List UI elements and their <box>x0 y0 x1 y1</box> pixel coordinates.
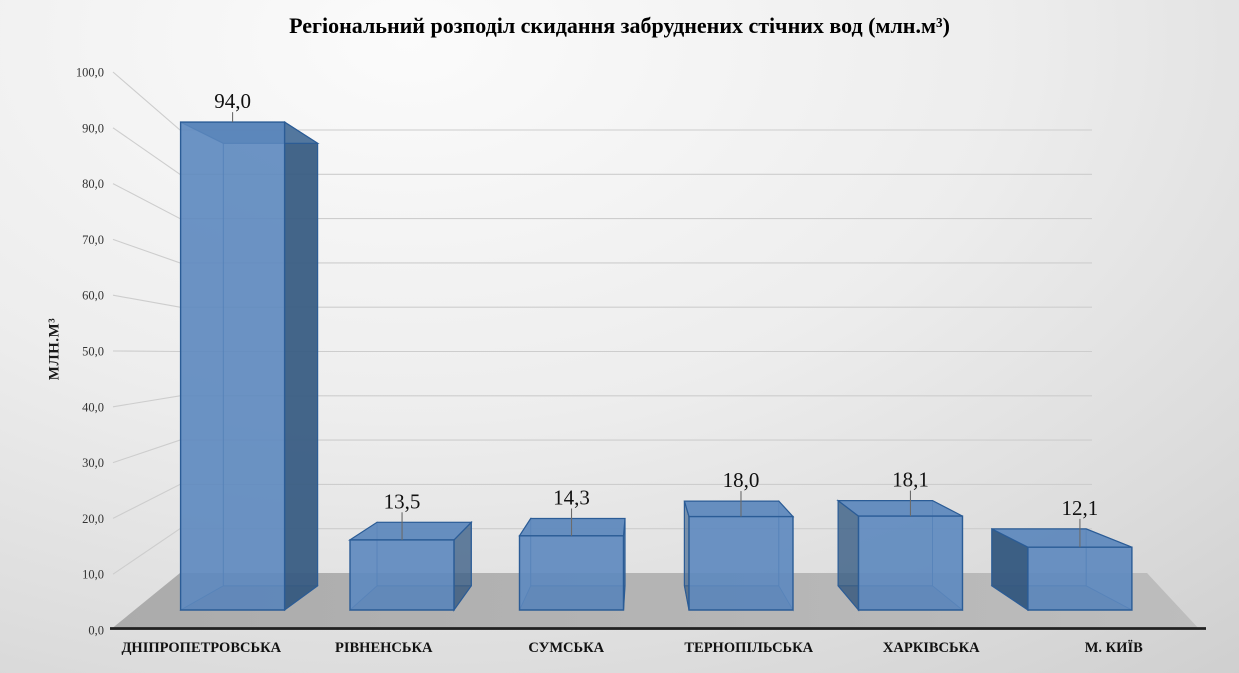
bar-front-face <box>1027 546 1133 611</box>
y-tick-label: 30,0 <box>82 456 104 470</box>
data-label: 14,3 <box>553 486 590 510</box>
bar-6: 12,1 М. КИЇВ <box>990 496 1143 656</box>
bar-top-face <box>836 500 963 517</box>
data-label: 18,1 <box>892 468 929 492</box>
bar-3: 14,3 СУМСЬКА <box>518 486 626 656</box>
bar-near-side-face <box>284 121 319 612</box>
bar-2: 13,5 РІВНЕНСЬКА <box>335 489 473 656</box>
bar-top-face <box>518 517 626 537</box>
y-tick-label: 100,0 <box>76 66 104 80</box>
y-tick-label: 40,0 <box>82 400 104 414</box>
bar-front-face <box>688 515 794 611</box>
y-tick-label: 50,0 <box>82 345 104 359</box>
x-category-label: М. КИЇВ <box>1085 640 1143 656</box>
y-tick-label: 60,0 <box>82 289 104 303</box>
x-category-label: ДНІПРОПЕТРОВСЬКА <box>121 640 281 656</box>
data-label: 13,5 <box>384 489 421 513</box>
y-tick-label: 70,0 <box>82 233 104 247</box>
y-tick-label: 90,0 <box>82 121 104 135</box>
bar-top-face <box>683 500 795 518</box>
x-category-label: СУМСЬКА <box>528 640 604 656</box>
bar-front-face <box>518 535 625 611</box>
bar-5: 18,1 ХАРКІВСЬКА <box>836 468 980 656</box>
bar-1: 94,0 ДНІПРОПЕТРОВСЬКА <box>121 89 320 656</box>
y-tick-label: 20,0 <box>82 512 104 526</box>
y-tick-label: 0,0 <box>88 624 104 638</box>
bar-front-face <box>857 515 964 611</box>
x-category-label: РІВНЕНСЬКА <box>335 640 433 656</box>
bar-top-face <box>347 521 473 541</box>
data-label: 18,0 <box>723 468 760 492</box>
x-category-label: ХАРКІВСЬКА <box>883 640 980 656</box>
bar-4: 18,0 ТЕРНОПІЛЬСЬКА <box>683 468 814 656</box>
y-tick-label: 80,0 <box>82 177 104 191</box>
bar-front-face <box>349 539 455 611</box>
data-label: 12,1 <box>1062 496 1099 520</box>
x-category-label: ТЕРНОПІЛЬСЬКА <box>684 640 813 656</box>
data-label: 94,0 <box>214 89 251 113</box>
bar-front-face <box>179 121 286 611</box>
gridline <box>112 71 1092 131</box>
chart-title: Регіональний розподіл скидання забруднен… <box>289 13 950 38</box>
y-tick-label: 10,0 <box>82 568 104 582</box>
